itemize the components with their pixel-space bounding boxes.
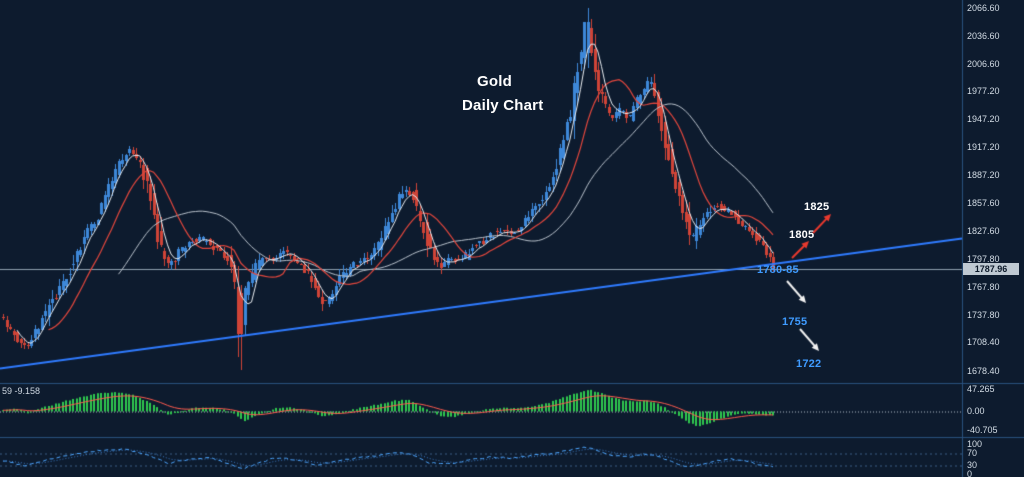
- macd-axis-label: -40.705: [967, 424, 998, 435]
- price-axis-label: 1797.80: [967, 253, 1000, 264]
- support-zone-1780-85: 1780-85: [757, 264, 799, 276]
- price-axis-label: 1767.80: [967, 281, 1000, 292]
- oscillator-axis-label: 70: [967, 448, 978, 458]
- resistance-level-1805: 1805: [789, 229, 815, 241]
- current-price-tag: 1787.96: [963, 262, 1019, 275]
- chart-subtitle: Daily Chart: [462, 97, 544, 114]
- chart-title: Gold: [477, 73, 512, 90]
- price-axis-label: 1708.40: [967, 337, 1000, 348]
- macd-value-label: 59 -9.158: [2, 386, 41, 396]
- oscillator-axis-label: 0: [967, 469, 973, 477]
- price-axis-label: 1827.60: [967, 225, 1000, 236]
- price-axis-label: 1887.20: [967, 170, 1000, 181]
- price-axis-label: 1947.20: [967, 114, 1000, 125]
- price-axis-label: 2006.60: [967, 58, 1000, 69]
- oscillator-axis-label: 100: [967, 439, 983, 449]
- price-axis-label: 1917.20: [967, 142, 1000, 153]
- macd-axis-label: 47.265: [967, 384, 995, 395]
- resistance-level-1825: 1825: [804, 201, 830, 213]
- price-axis-label: 1977.20: [967, 86, 1000, 97]
- oscillator-axis-label: 30: [967, 460, 978, 470]
- price-axis-label: 1857.60: [967, 197, 1000, 208]
- support-level-1722: 1722: [796, 358, 822, 370]
- price-axis-label: 1678.40: [967, 365, 1000, 376]
- price-axis-label: 2036.60: [967, 30, 1000, 41]
- support-level-1755: 1755: [782, 316, 808, 328]
- price-axis-label: 1737.80: [967, 309, 1000, 320]
- price-axis-label: 2066.60: [967, 2, 1000, 13]
- macd-axis-label: 0.00: [967, 406, 985, 416]
